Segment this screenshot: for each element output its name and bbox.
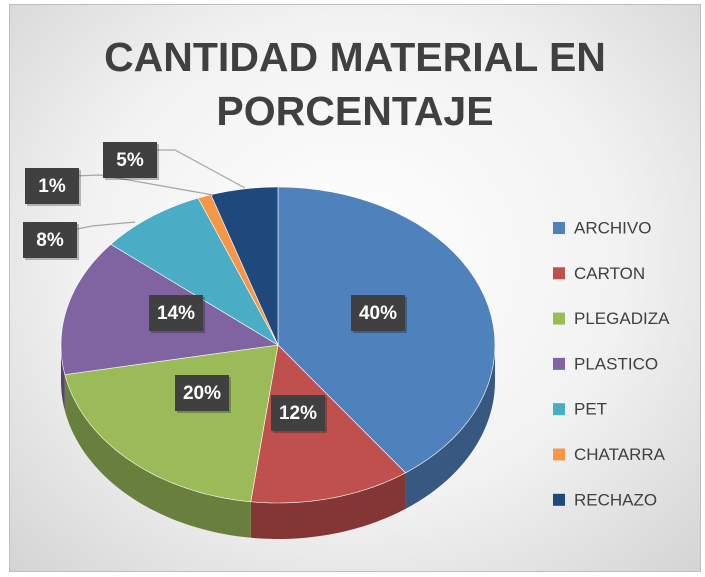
legend-swatch xyxy=(553,403,565,416)
pie-slice xyxy=(250,344,407,504)
legend-label: RECHAZO xyxy=(574,490,657,509)
legend-label: ARCHIVO xyxy=(574,218,651,237)
label-box xyxy=(103,142,157,178)
pie-slice xyxy=(210,186,279,346)
label-box xyxy=(23,222,77,258)
data-label: 8% xyxy=(36,230,64,251)
pie-side xyxy=(405,345,495,509)
label-box xyxy=(25,168,79,204)
legend-swatch xyxy=(553,222,565,234)
legend-label: CHATARRA xyxy=(574,445,666,464)
data-label: 12% xyxy=(279,403,317,424)
leader-line xyxy=(74,174,214,196)
legend-label: PLEGADIZA xyxy=(574,309,670,328)
pie-slice xyxy=(110,197,279,346)
legend-label: PLASTICO xyxy=(574,354,658,373)
label-box xyxy=(175,375,229,411)
legend-swatch xyxy=(553,357,565,370)
legend-swatch xyxy=(553,448,565,461)
data-label: 20% xyxy=(183,383,221,404)
label-box xyxy=(149,295,203,331)
data-label: 14% xyxy=(157,303,195,324)
leader-line xyxy=(153,149,246,189)
data-label: 40% xyxy=(359,303,397,324)
legend-swatch xyxy=(553,312,565,325)
label-box xyxy=(271,395,325,431)
data-label: 5% xyxy=(116,150,144,171)
data-label: 1% xyxy=(38,176,66,197)
legend-label: PET xyxy=(574,400,607,419)
legend-label: CARTON xyxy=(574,264,645,283)
label-box xyxy=(351,295,405,331)
chart-title: CANTIDAD MATERIAL EN PORCENTAJE xyxy=(104,34,606,134)
leader-line xyxy=(71,221,136,231)
legend-swatch xyxy=(553,493,565,506)
legend-swatch xyxy=(553,267,565,280)
pie-slice xyxy=(197,194,279,346)
pie-side xyxy=(64,374,251,538)
